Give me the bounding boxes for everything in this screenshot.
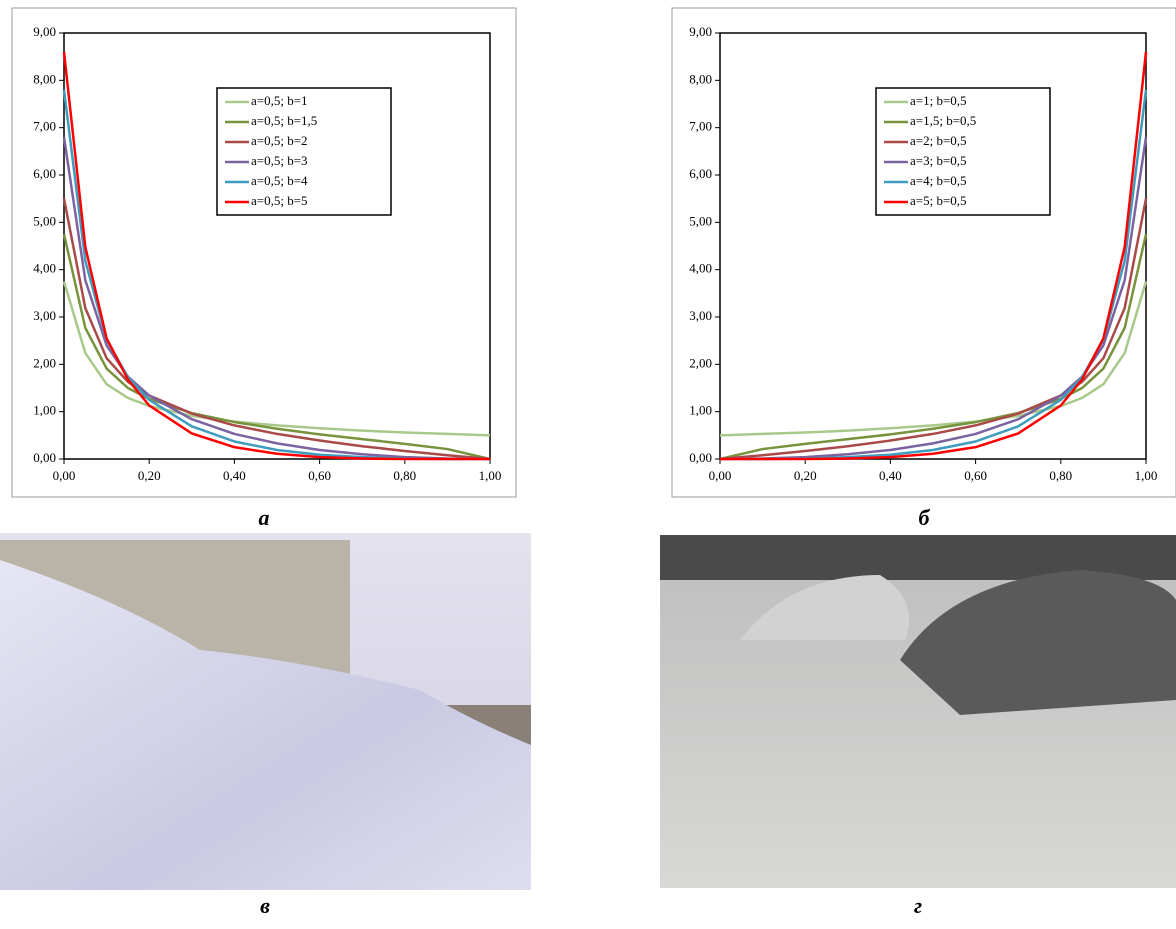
y-tick-label: 2,00 [689, 355, 712, 370]
series-line [720, 282, 1146, 436]
y-tick-label: 3,00 [689, 308, 712, 323]
legend-label: a=0,5; b=1,5 [251, 113, 317, 128]
y-tick-label: 1,00 [689, 403, 712, 418]
legend-label: a=0,5; b=1 [251, 93, 308, 108]
photo-snowdrift [0, 533, 531, 890]
legend-label: a=3; b=0,5 [910, 153, 967, 168]
legend-label: a=2; b=0,5 [910, 133, 967, 148]
y-tick-label: 4,00 [689, 261, 712, 276]
y-tick-label: 6,00 [689, 166, 712, 181]
y-tick-label: 8,00 [33, 71, 56, 86]
y-tick-label: 2,00 [33, 355, 56, 370]
x-tick-label: 0,60 [964, 468, 987, 483]
panel-caption: а [259, 505, 270, 530]
x-tick-label: 0,40 [879, 468, 902, 483]
x-tick-label: 0,20 [138, 468, 161, 483]
legend-label: a=5; b=0,5 [910, 193, 967, 208]
x-tick-label: 0,00 [709, 468, 732, 483]
legend-label: a=1; b=0,5 [910, 93, 967, 108]
y-tick-label: 0,00 [689, 450, 712, 465]
x-tick-label: 1,00 [479, 468, 502, 483]
y-tick-label: 3,00 [33, 308, 56, 323]
series-line [720, 199, 1146, 459]
y-tick-label: 4,00 [33, 261, 56, 276]
legend-label: a=0,5; b=4 [251, 173, 308, 188]
chart-frame [672, 8, 1176, 497]
y-tick-label: 1,00 [33, 403, 56, 418]
photo-caption: г [914, 893, 922, 918]
y-tick-label: 5,00 [689, 213, 712, 228]
x-tick-label: 0,80 [393, 468, 416, 483]
x-tick-label: 0,80 [1049, 468, 1072, 483]
legend-label: a=0,5; b=2 [251, 133, 308, 148]
y-tick-label: 7,00 [689, 119, 712, 134]
y-tick-label: 5,00 [33, 213, 56, 228]
y-tick-label: 9,00 [689, 24, 712, 39]
x-tick-label: 0,00 [53, 468, 76, 483]
series-line [64, 282, 490, 436]
figure: 0,00 1,00 2,00 3,00 4,00 5,00 6,00 7,00 8,00 9,00… [0, 0, 1176, 924]
panel-caption: б [919, 505, 931, 530]
y-tick-label: 8,00 [689, 71, 712, 86]
x-tick-label: 0,20 [794, 468, 817, 483]
legend-label: a=0,5; b=3 [251, 153, 308, 168]
x-tick-label: 1,00 [1135, 468, 1158, 483]
legend-label: a=1,5; b=0,5 [910, 113, 976, 128]
y-tick-label: 0,00 [33, 450, 56, 465]
photo-caption: в [260, 893, 270, 918]
legend-label: a=0,5; b=5 [251, 193, 308, 208]
series-line [64, 199, 490, 459]
photo-snowed-cars [660, 535, 1176, 888]
x-tick-label: 0,60 [308, 468, 331, 483]
y-tick-label: 7,00 [33, 119, 56, 134]
y-tick-label: 6,00 [33, 166, 56, 181]
legend-label: a=4; b=0,5 [910, 173, 967, 188]
y-tick-label: 9,00 [33, 24, 56, 39]
x-tick-label: 0,40 [223, 468, 246, 483]
